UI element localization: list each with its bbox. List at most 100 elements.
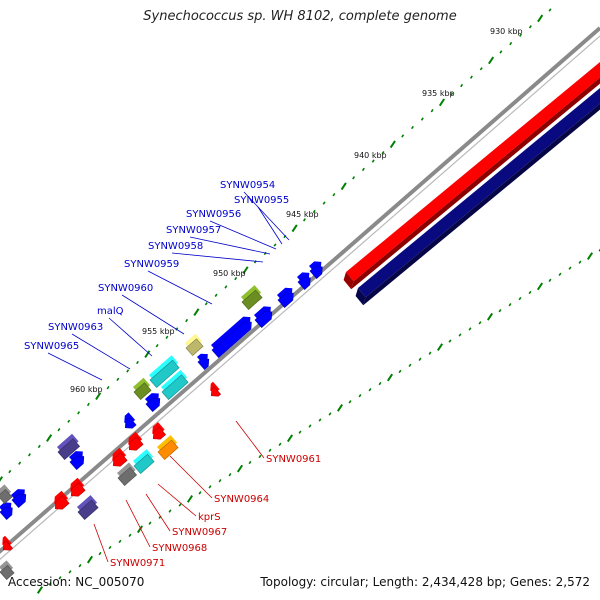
gene-feature [149, 359, 180, 388]
kbp-label: 940 kbp [354, 151, 387, 160]
gene-feature [133, 382, 152, 400]
minor-tick [398, 369, 402, 374]
minor-tick [528, 25, 532, 29]
minor-tick [224, 285, 228, 289]
minor-tick [185, 318, 189, 323]
minor-tick [578, 260, 582, 264]
minor-tick [408, 363, 412, 368]
minor-tick [428, 351, 432, 355]
gene-feature [157, 439, 179, 460]
major-tick [36, 586, 44, 594]
minor-tick [312, 209, 316, 214]
minor-tick [118, 539, 122, 544]
kbp-labels: 930 kbp 935 kbp 940 kbp 945 kbp 950 kbp 955 k… [70, 27, 523, 394]
leader-line [108, 317, 153, 357]
minor-tick [458, 333, 462, 337]
gene-feature [133, 453, 155, 474]
gene-feature [210, 386, 222, 397]
gene-feature [124, 416, 137, 429]
minor-tick [568, 266, 572, 270]
gene-feature [112, 452, 128, 467]
backbone-outer [0, 26, 600, 554]
leader-line [125, 499, 151, 548]
gene-feature [277, 292, 294, 308]
gene-feature [145, 397, 161, 412]
forward-gene-label: SYNW0959 [124, 259, 179, 270]
major-tick [536, 282, 544, 291]
minor-tick [258, 454, 262, 459]
minor-tick [499, 50, 503, 54]
kbp-label: 930 kbp [490, 27, 523, 36]
inner-tick-ring [36, 248, 600, 594]
minor-tick [273, 243, 277, 247]
minor-tick [498, 309, 502, 313]
genome-summary: Topology: circular; Length: 2,434,428 bp… [260, 575, 590, 589]
minor-tick [308, 424, 312, 428]
minor-tick [126, 369, 130, 373]
minor-tick [86, 402, 90, 407]
minor-tick [98, 551, 102, 556]
minor-tick [519, 33, 523, 37]
minor-tick [175, 327, 179, 331]
major-tick [436, 343, 444, 352]
minor-tick [155, 344, 159, 348]
blue-strand-end [355, 288, 366, 306]
leader-line [209, 220, 277, 250]
minor-tick [68, 570, 72, 574]
gc-strands [343, 62, 600, 306]
gene-feature [117, 467, 138, 486]
minor-tick [204, 302, 208, 306]
reverse-gene-label: SYNW0964 [214, 494, 269, 505]
gene-feature [197, 358, 210, 370]
gene-feature [77, 499, 99, 520]
minor-tick [57, 427, 61, 432]
minor-tick [298, 430, 302, 434]
forward-gene-label: SYNW0965 [24, 341, 79, 352]
minor-tick [450, 92, 454, 96]
leader-line [47, 352, 103, 381]
minor-tick [278, 442, 282, 446]
gene-feature [254, 311, 273, 328]
major-tick [46, 434, 53, 442]
accession-label: Accession: NC_005070 [8, 575, 145, 589]
kbp-label: 945 kbp [286, 210, 319, 219]
minor-tick [116, 377, 120, 381]
label-leader-lines [47, 191, 290, 563]
leader-line [171, 252, 264, 263]
gene-feature [0, 564, 15, 580]
minor-tick [420, 117, 424, 121]
leader-line [189, 236, 271, 255]
major-tick [95, 392, 102, 400]
minor-tick [478, 321, 482, 325]
minor-tick [378, 381, 382, 386]
blue-strand-face [358, 88, 600, 298]
minor-tick [328, 412, 332, 416]
kbp-label: 935 kbp [422, 89, 455, 98]
major-tick [488, 56, 495, 65]
forward-gene-label: SYNW0956 [186, 209, 241, 220]
gene-feature [128, 436, 144, 451]
major-tick [336, 403, 344, 412]
gene-feature [152, 426, 167, 440]
minor-tick [178, 503, 182, 507]
minor-tick [77, 411, 81, 415]
major-tick [389, 140, 396, 149]
minor-tick [598, 248, 600, 252]
minor-tick [401, 134, 405, 138]
forward-gene-labels: SYNW0954 SYNW0955 SYNW0956 SYNW0957 SYNW0958… [24, 180, 289, 352]
red-strand-face [346, 62, 600, 282]
minor-tick [371, 159, 375, 163]
minor-tick [479, 67, 483, 71]
reverse-gene-labels: SYNW0961 SYNW0964 kprS SYNW0967 SYNW0968 SYNW… [110, 454, 321, 569]
gene-feature [211, 321, 252, 358]
leader-line [147, 270, 213, 305]
minor-tick [268, 448, 272, 453]
red-strand-end [343, 272, 354, 290]
minor-tick [248, 460, 252, 465]
minor-tick [528, 290, 532, 295]
minor-tick [48, 582, 52, 586]
minor-tick [8, 469, 12, 474]
minor-tick [165, 335, 169, 340]
minor-tick [332, 192, 336, 197]
